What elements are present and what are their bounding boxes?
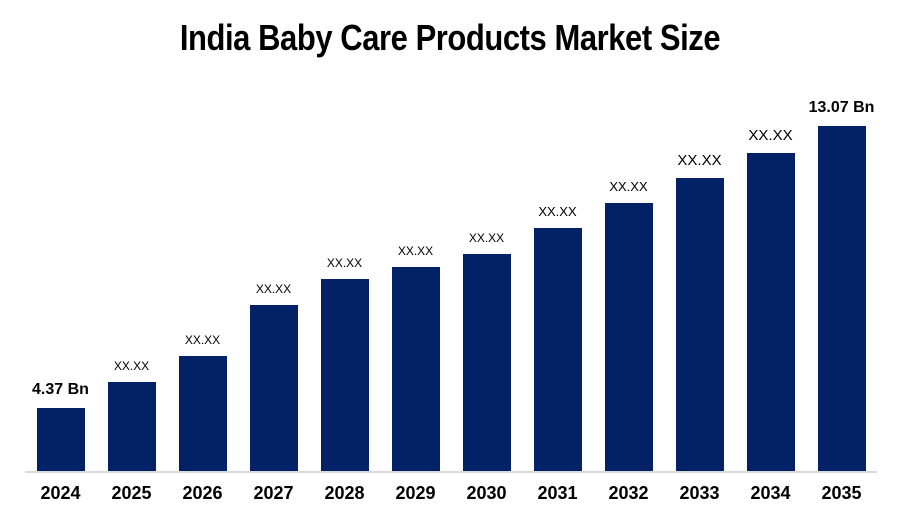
chart-title: India Baby Care Products Market Size — [179, 17, 721, 58]
bar-value-label-2030: XX.XX — [468, 230, 505, 245]
x-axis-line — [25, 471, 877, 473]
x-axis-label-2035: 2035 — [821, 483, 862, 503]
x-axis-label-2032: 2032 — [608, 483, 649, 503]
x-axis-labels: 2024 2025 2026 2027 2028 2029 2030 2031 2032 2033… — [25, 483, 877, 504]
bar-value-label-2024: 4.37 Bn — [32, 381, 89, 399]
x-axis-label-2033: 2033 — [679, 483, 720, 503]
x-axis-label-2024: 2024 — [40, 483, 81, 503]
bar-column-2033: XX.XX — [664, 151, 735, 472]
bar-column-2031: XX.XX — [522, 203, 593, 472]
bar-column-2030: XX.XX — [451, 230, 522, 472]
bar-2031 — [533, 228, 582, 472]
bar-value-label-2028: XX.XX — [326, 255, 363, 270]
x-axis-label-2030: 2030 — [466, 483, 507, 503]
bar-2024 — [36, 408, 85, 472]
bar-2025 — [107, 382, 156, 472]
plot-area: 4.37 Bn XX.XX XX.XX XX.XX XX.XX XX.XX XX.XX XX.… — [25, 99, 877, 472]
bar-column-2024: 4.37 Bn — [25, 381, 96, 472]
bar-value-label-2033: XX.XX — [677, 151, 722, 169]
bar-column-2027: XX.XX — [238, 281, 309, 472]
bar-column-2034: XX.XX — [735, 126, 806, 472]
bar-value-label-2026: XX.XX — [184, 332, 221, 347]
bar-value-label-2027: XX.XX — [255, 281, 292, 296]
bar-2027 — [249, 305, 298, 472]
x-axis-label-2029: 2029 — [395, 483, 436, 503]
x-axis-label-2031: 2031 — [537, 483, 578, 503]
bar-2033 — [675, 178, 724, 472]
bar-column-2029: XX.XX — [380, 243, 451, 472]
bar-column-2032: XX.XX — [593, 178, 664, 472]
bar-2026 — [178, 356, 227, 472]
bar-value-label-2031: XX.XX — [538, 203, 577, 219]
bar-series: 4.37 Bn XX.XX XX.XX XX.XX XX.XX XX.XX XX.XX XX.… — [25, 99, 877, 472]
bar-column-2026: XX.XX — [167, 332, 238, 472]
bar-value-label-2032: XX.XX — [609, 178, 648, 194]
x-axis-label-2028: 2028 — [324, 483, 365, 503]
x-axis-label-2027: 2027 — [253, 483, 294, 503]
bar-column-2025: XX.XX — [96, 358, 167, 472]
bar-2035 — [817, 126, 866, 472]
bar-column-2028: XX.XX — [309, 255, 380, 472]
bar-value-label-2034: XX.XX — [748, 126, 793, 144]
bar-2032 — [604, 203, 653, 472]
bar-value-label-2035: 13.07 Bn — [808, 99, 875, 117]
bar-2029 — [391, 267, 440, 472]
bar-2028 — [320, 279, 369, 472]
x-axis-label-2034: 2034 — [750, 483, 791, 503]
bar-value-label-2025: XX.XX — [113, 358, 150, 373]
bar-2030 — [462, 254, 511, 472]
x-axis-label-2025: 2025 — [111, 483, 152, 503]
bar-2034 — [746, 153, 795, 472]
x-axis-label-2026: 2026 — [182, 483, 223, 503]
bar-value-label-2029: XX.XX — [397, 243, 434, 258]
bar-column-2035: 13.07 Bn — [806, 99, 877, 472]
